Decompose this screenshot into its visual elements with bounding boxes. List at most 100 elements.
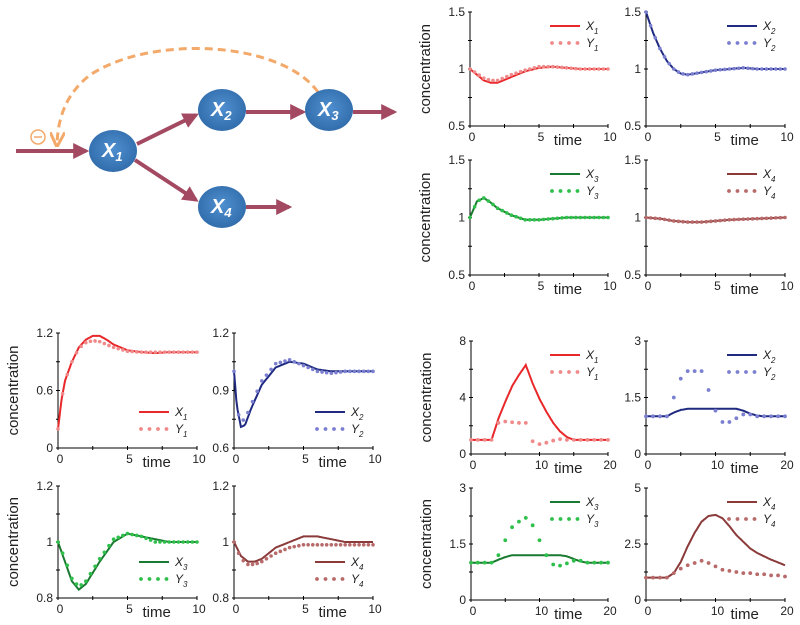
data-point [176, 540, 181, 544]
legend-swatch [323, 427, 328, 431]
data-point [486, 77, 491, 82]
data-point [477, 73, 482, 77]
data-point [713, 564, 718, 569]
data-point [699, 558, 704, 563]
x-axis-label: time [731, 606, 759, 623]
y-tick-label: 1.5 [448, 5, 465, 19]
inhibition-icon [30, 129, 46, 145]
series-y1 [56, 339, 199, 431]
legend-swatch [727, 189, 731, 193]
legend-entry: X3 [550, 167, 599, 184]
data-point [706, 561, 711, 565]
node-label: X4 [210, 196, 232, 220]
data-point [681, 219, 685, 224]
data-point [764, 216, 769, 221]
data-point [320, 370, 324, 374]
data-point [658, 46, 662, 51]
legend-label: Y1 [175, 422, 187, 439]
data-point [720, 567, 725, 572]
data-point [599, 560, 604, 565]
data-point [500, 208, 505, 213]
data-point [558, 563, 562, 568]
data-point [236, 551, 241, 555]
y-tick-label: 0.5 [448, 268, 465, 282]
data-point [185, 540, 190, 544]
x-axis-label: time [554, 132, 582, 149]
data-point [769, 67, 773, 71]
y-tick-label: 0.5 [624, 268, 641, 282]
series-y4 [232, 540, 375, 567]
data-point [130, 349, 134, 354]
data-point [741, 571, 746, 576]
data-point [736, 66, 741, 71]
data-point [121, 533, 125, 538]
legend-swatch [752, 41, 757, 45]
x-tick-label: 0 [645, 279, 652, 293]
data-point [509, 72, 514, 77]
legend-swatch [744, 41, 748, 45]
data-point [79, 583, 83, 587]
data-point [653, 36, 658, 40]
series-line [646, 513, 786, 579]
arrow-x1-x4 [133, 158, 199, 202]
legend-swatch [156, 427, 160, 431]
legend-swatch [550, 189, 554, 193]
x-axis-label: time [731, 281, 759, 298]
y-tick-label: 1 [634, 211, 641, 225]
data-point [509, 213, 514, 217]
series-line [471, 554, 608, 564]
data-point [764, 67, 769, 71]
data-point [571, 437, 576, 442]
legend-swatch [575, 41, 580, 45]
data-point [523, 68, 527, 72]
data-point [523, 421, 528, 425]
data-point [741, 66, 746, 70]
data-point [750, 217, 755, 221]
x-tick-label: 5 [126, 602, 133, 616]
data-point [722, 218, 727, 222]
data-point [70, 359, 74, 364]
data-point [361, 369, 366, 374]
data-point [528, 67, 532, 71]
data-point [755, 414, 760, 419]
x-tick-label: 5 [714, 130, 721, 144]
data-point [555, 216, 560, 221]
series-line [471, 362, 608, 441]
data-point [587, 215, 592, 220]
data-point [144, 536, 148, 541]
data-point [324, 543, 329, 547]
data-point [727, 218, 732, 222]
data-point [472, 70, 477, 74]
data-point [489, 437, 494, 442]
data-point [695, 71, 699, 75]
x-axis-label: time [319, 604, 347, 621]
data-point [482, 196, 486, 200]
data-point [574, 215, 578, 220]
arrow-x1-x2 [136, 113, 199, 146]
data-point [250, 399, 255, 404]
data-point [185, 350, 190, 354]
data-point [713, 408, 718, 413]
data-point [70, 576, 74, 581]
data-point [732, 217, 736, 222]
data-point [324, 370, 329, 375]
legend-label: X4 [350, 555, 364, 572]
x-axis-label: time [319, 454, 347, 471]
x-tick-label: 10 [192, 602, 206, 616]
node-x4: X4 [198, 186, 246, 228]
x-tick-label: 20 [780, 458, 794, 472]
data-point [162, 350, 167, 354]
data-point [644, 575, 648, 580]
y-tick-label: 0.6 [212, 441, 229, 455]
legend-swatch [567, 189, 571, 193]
data-point [158, 350, 162, 354]
data-point [491, 202, 495, 207]
data-point [190, 350, 195, 354]
data-point [273, 551, 278, 555]
legend-entry: X1 [139, 405, 187, 422]
x-tick-label: 0 [645, 130, 652, 144]
data-point [283, 359, 287, 363]
legend-label: X4 [762, 495, 776, 512]
